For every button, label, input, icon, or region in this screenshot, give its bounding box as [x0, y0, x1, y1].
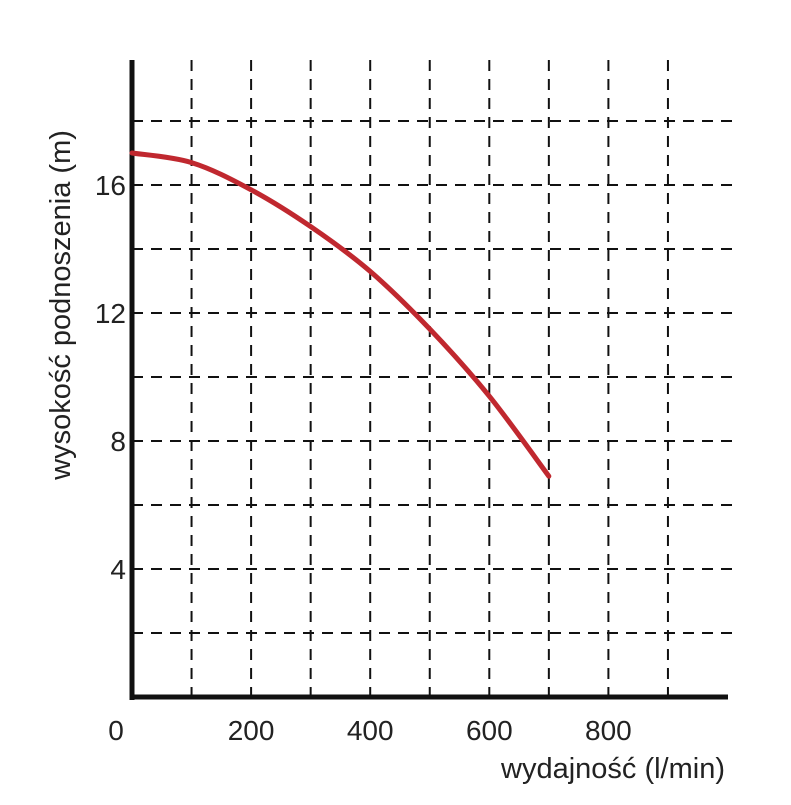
y-tick-label: 8 — [110, 426, 126, 457]
y-tick-label: 4 — [110, 554, 126, 585]
tick-labels: 0 200 400 600 800 4 8 12 16 — [95, 170, 632, 746]
axes — [129, 60, 728, 700]
x-tick-label: 400 — [347, 715, 394, 746]
x-tick-label: 800 — [585, 715, 632, 746]
x-tick-label: 600 — [466, 715, 513, 746]
y-axis-label: wysokość podnoszenia (m) — [45, 130, 77, 481]
x-tick-label: 0 — [108, 715, 124, 746]
y-tick-label: 12 — [95, 298, 126, 329]
x-tick-label: 200 — [228, 715, 275, 746]
grid — [132, 60, 732, 697]
x-axis-label: wydajność (l/min) — [500, 753, 725, 785]
series-line-head-curve — [129, 150, 552, 479]
series — [129, 150, 552, 479]
y-tick-label: 16 — [95, 170, 126, 201]
